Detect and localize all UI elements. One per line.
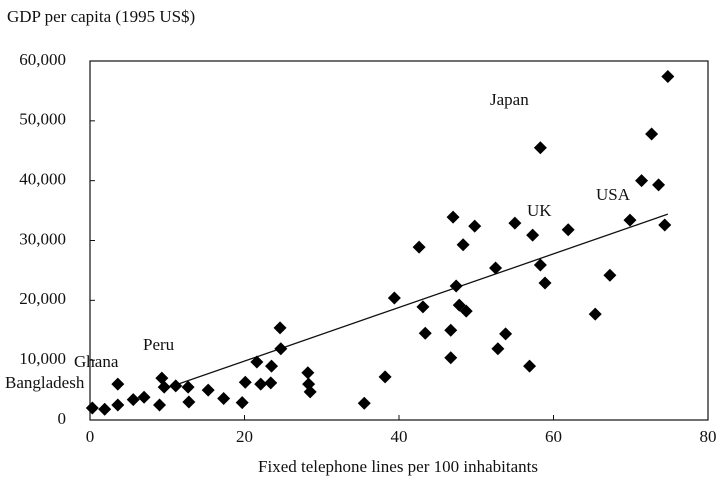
y-tick-label: 10,000 xyxy=(19,349,66,368)
point xyxy=(264,376,278,390)
point xyxy=(533,258,547,272)
point xyxy=(387,291,401,305)
trend-line xyxy=(177,213,669,385)
point xyxy=(137,390,151,404)
x-tick-label: 40 xyxy=(391,427,408,446)
point xyxy=(418,326,432,340)
point xyxy=(250,355,264,369)
point xyxy=(85,401,99,415)
point xyxy=(201,383,215,397)
point xyxy=(238,375,252,389)
point xyxy=(412,240,426,254)
point xyxy=(523,359,537,373)
point xyxy=(265,359,279,373)
point xyxy=(526,228,540,242)
point xyxy=(303,385,317,399)
point xyxy=(508,216,522,230)
point xyxy=(416,300,430,314)
annotation: Japan xyxy=(490,90,529,109)
y-tick-label: 20,000 xyxy=(19,289,66,308)
x-tick-label: 60 xyxy=(545,427,562,446)
point xyxy=(444,351,458,365)
y-tick-label: 60,000 xyxy=(19,50,66,69)
point xyxy=(489,261,503,275)
point xyxy=(603,268,617,282)
point xyxy=(449,279,463,293)
point xyxy=(155,371,169,385)
point xyxy=(468,219,482,233)
y-tick-label: 30,000 xyxy=(19,229,66,248)
point xyxy=(456,238,470,252)
y-tick-label: 0 xyxy=(58,409,67,428)
point xyxy=(254,377,268,391)
plot-frame xyxy=(89,60,709,421)
point xyxy=(645,127,659,141)
point xyxy=(126,393,140,407)
point xyxy=(217,391,231,405)
x-axis-label: Fixed telephone lines per 100 inhabitant… xyxy=(258,457,538,476)
point xyxy=(111,377,125,391)
x-tick-label: 0 xyxy=(86,427,95,446)
point xyxy=(153,398,167,412)
chart-title: GDP per capita (1995 US$) xyxy=(7,7,195,26)
point xyxy=(444,323,458,337)
point xyxy=(378,370,392,384)
point xyxy=(181,380,195,394)
point xyxy=(658,218,672,232)
point xyxy=(169,379,183,393)
point xyxy=(491,342,505,356)
point xyxy=(182,395,196,409)
y-tick-label: 50,000 xyxy=(19,110,66,129)
point xyxy=(561,223,575,237)
point xyxy=(157,380,171,394)
point xyxy=(499,327,513,341)
point xyxy=(357,396,371,410)
point xyxy=(273,321,287,335)
x-tick-label: 80 xyxy=(700,427,717,446)
point xyxy=(235,396,249,410)
annotation: Bangladesh xyxy=(5,373,85,392)
point xyxy=(111,398,125,412)
point xyxy=(446,210,460,224)
annotation: UK xyxy=(527,201,552,220)
point xyxy=(661,70,675,84)
point xyxy=(533,141,547,155)
point xyxy=(538,276,552,290)
point xyxy=(274,342,288,356)
y-tick-label: 40,000 xyxy=(19,170,66,189)
annotation: USA xyxy=(596,185,631,204)
point xyxy=(635,174,649,188)
point xyxy=(652,178,666,192)
point xyxy=(588,307,602,321)
x-tick-label: 20 xyxy=(236,427,253,446)
point xyxy=(301,366,315,380)
point xyxy=(623,213,637,227)
annotation: Ghana xyxy=(74,352,119,371)
annotation: Peru xyxy=(143,335,175,354)
point xyxy=(459,304,473,318)
point xyxy=(98,402,112,416)
